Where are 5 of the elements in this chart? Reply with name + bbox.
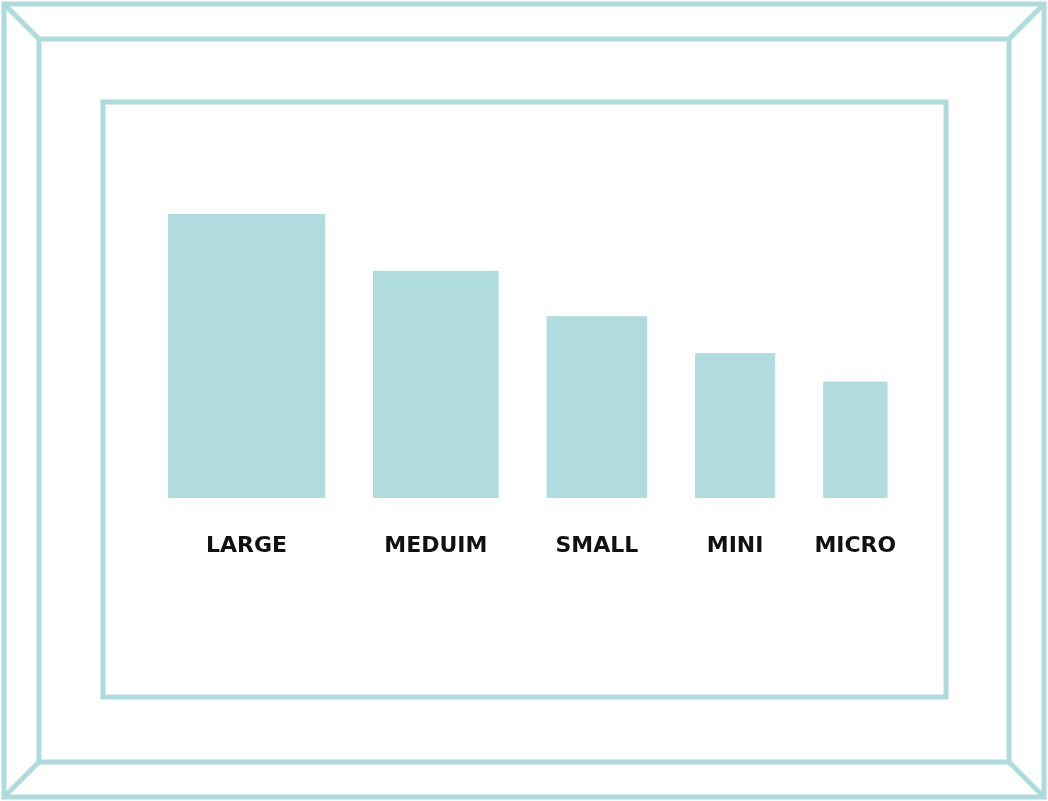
x-tick-label: MINI (706, 532, 764, 557)
x-tick-label: SMALL (555, 532, 639, 557)
x-tick-label: LARGE (205, 532, 288, 557)
x-tick-label: MICRO (814, 532, 897, 557)
x-tick-label: MEDUIM (384, 532, 488, 557)
